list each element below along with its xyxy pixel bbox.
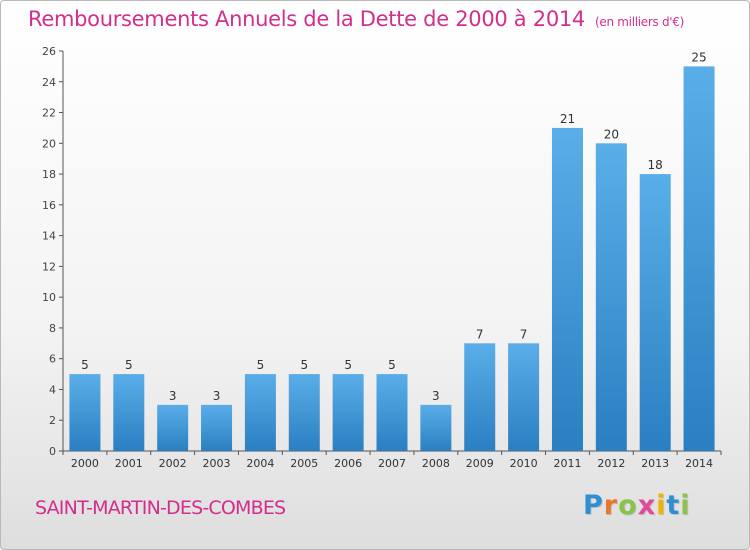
x-tick-label: 2014	[685, 457, 713, 470]
logo-letter: t	[666, 490, 681, 521]
x-tick-label: 2013	[641, 457, 669, 470]
commune-name: SAINT-MARTIN-DES-COMBES	[35, 497, 286, 519]
bar-2008	[420, 404, 452, 451]
data-label: 3	[169, 389, 177, 403]
bar-2007	[376, 374, 408, 451]
bar-2014	[683, 66, 715, 451]
data-label: 5	[125, 358, 133, 372]
data-label: 20	[604, 127, 619, 141]
data-label: 21	[560, 112, 575, 126]
logo-letter: o	[618, 490, 638, 521]
data-label: 7	[520, 327, 528, 341]
logo-letter: r	[603, 490, 619, 521]
y-tick-label: 20	[42, 137, 56, 150]
data-label: 18	[648, 158, 663, 172]
x-tick-label: 2011	[553, 457, 581, 470]
x-tick-label: 2006	[334, 457, 362, 470]
y-tick-label: 16	[42, 199, 56, 212]
data-labels-group: 5 5 3 3 5 5 5 5 3 7 7 21 20 18 25	[81, 50, 707, 402]
y-tick-label: 24	[42, 76, 56, 89]
y-tick-label: 22	[42, 107, 56, 120]
data-label: 5	[344, 358, 352, 372]
data-label: 25	[691, 50, 706, 64]
x-tick-label: 2004	[246, 457, 274, 470]
bar-2010	[508, 343, 540, 451]
y-tick-label: 26	[42, 45, 56, 58]
bars-group	[69, 66, 715, 452]
bar-2009	[464, 343, 496, 451]
logo-letter: P	[583, 490, 604, 521]
y-tick-label: 12	[42, 260, 56, 273]
y-tick-label: 14	[42, 230, 56, 243]
y-tick-label: 10	[42, 291, 56, 304]
y-tick-label: 8	[49, 322, 56, 335]
x-tick-label: 2008	[422, 457, 450, 470]
logo-letter: i	[656, 490, 667, 521]
y-tick-label: 4	[49, 383, 56, 396]
data-label: 5	[257, 358, 265, 372]
data-label: 5	[300, 358, 308, 372]
x-tick-label: 2010	[510, 457, 538, 470]
bar-2005	[288, 374, 320, 451]
bar-2011	[551, 127, 583, 451]
bar-2012	[595, 143, 627, 452]
data-label: 3	[213, 389, 221, 403]
bar-2002	[157, 404, 189, 451]
bar-2003	[201, 404, 233, 451]
x-tick-label: 2009	[466, 457, 494, 470]
unit-note: (en milliers d'€)	[595, 15, 685, 29]
logo-letter: x	[637, 490, 657, 521]
y-tick-label: 6	[49, 353, 56, 366]
y-tick-label: 0	[49, 445, 56, 458]
bar-2004	[244, 374, 276, 451]
x-tick-label: 2007	[378, 457, 406, 470]
logo-letter: i	[680, 490, 691, 521]
chart-title-text: Remboursements Annuels de la Dette de 20…	[28, 7, 585, 31]
bar-2000	[69, 374, 101, 451]
bar-2001	[113, 374, 145, 451]
bar-2006	[332, 374, 364, 451]
x-tick-label: 2003	[203, 457, 231, 470]
x-tick-label: 2002	[159, 457, 187, 470]
x-tick-label: 2005	[290, 457, 318, 470]
proxiti-logo: Proxiti	[583, 490, 691, 521]
y-tick-label: 18	[42, 168, 56, 181]
data-label: 5	[388, 358, 396, 372]
bar-2013	[639, 174, 671, 452]
x-tick-label: 2012	[597, 457, 625, 470]
x-tick-label: 2000	[71, 457, 99, 470]
data-label: 7	[476, 327, 484, 341]
data-label: 3	[432, 389, 440, 403]
chart-title: Remboursements Annuels de la Dette de 20…	[28, 7, 684, 31]
data-label: 5	[81, 358, 89, 372]
y-tick-label: 2	[49, 414, 56, 427]
x-tick-label: 2001	[115, 457, 143, 470]
